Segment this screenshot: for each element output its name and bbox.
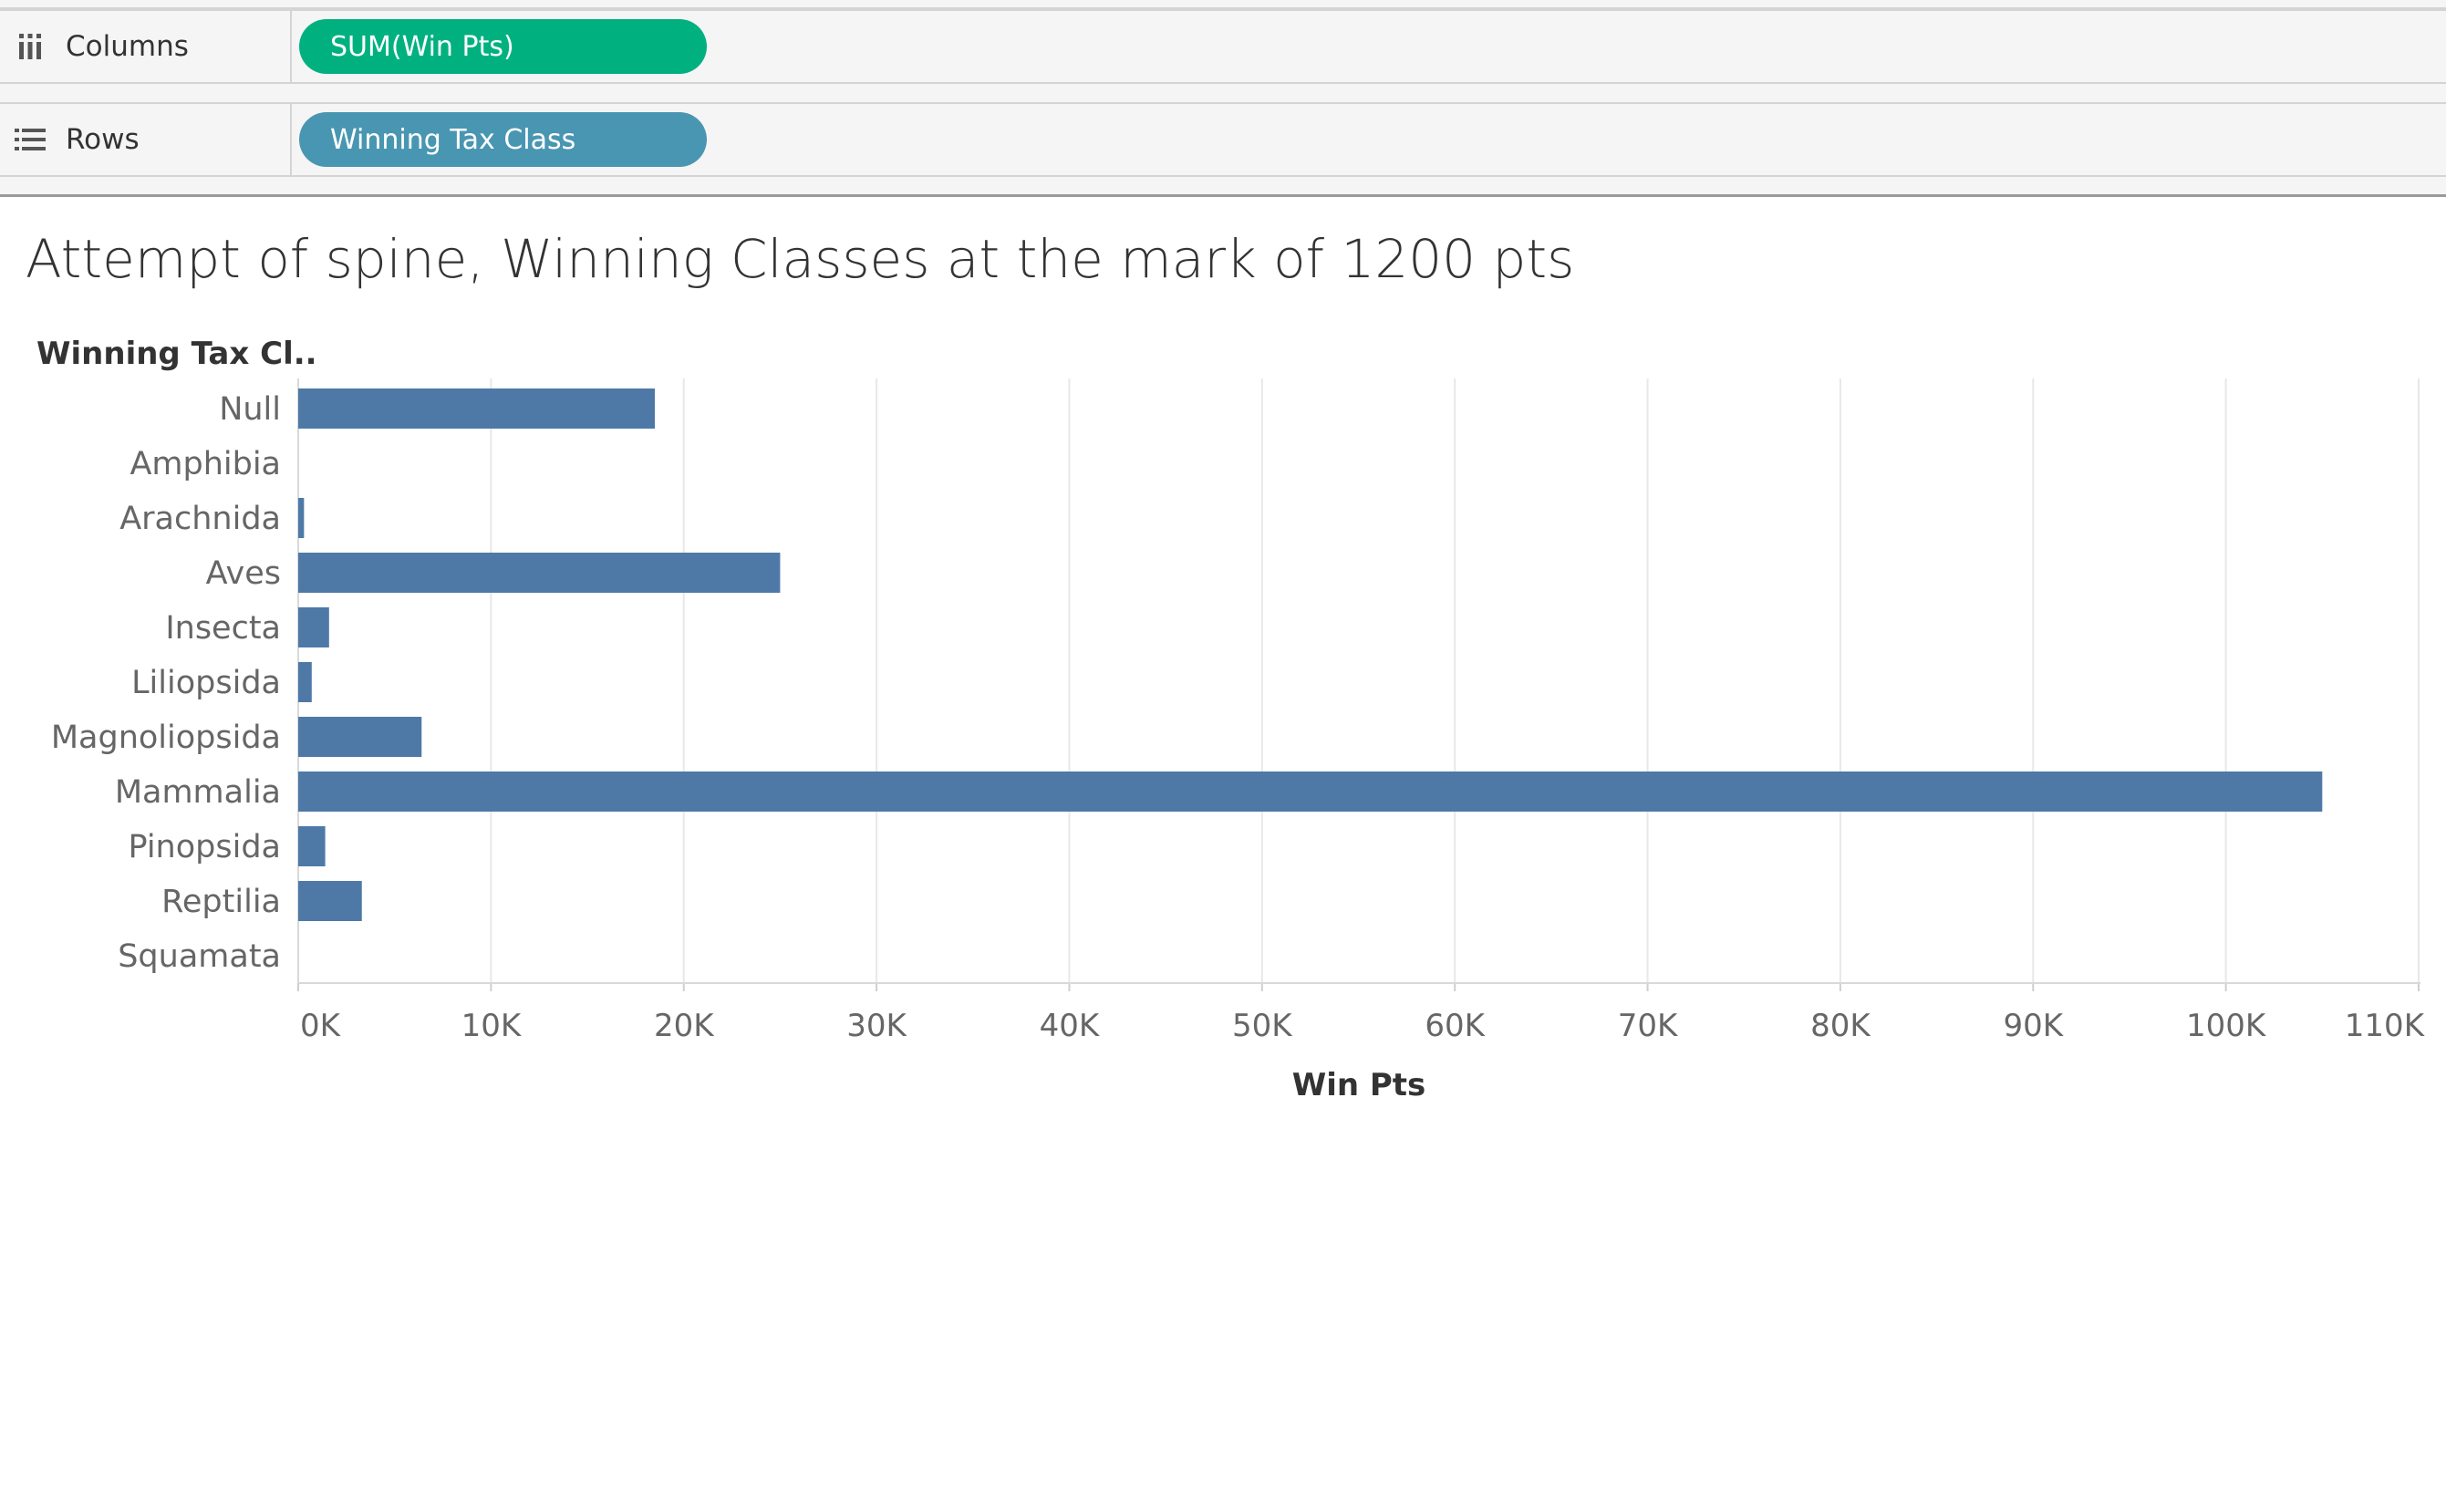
bar[interactable]	[298, 772, 2323, 812]
bar[interactable]	[298, 717, 422, 757]
rows-shelf-label: Rows	[66, 123, 140, 156]
category-label: Null	[219, 391, 281, 428]
sum-win-pts-pill[interactable]: SUM(Win Pts)	[299, 19, 707, 74]
columns-shelf-label: Columns	[66, 30, 189, 63]
category-label: Pinopsida	[129, 829, 282, 865]
columns-icon	[14, 31, 47, 62]
x-tick-label: 40K	[1040, 1008, 1101, 1044]
rows-shelf[interactable]: Rows Winning Tax Class	[0, 102, 2446, 177]
rows-icon	[14, 124, 47, 155]
shelf-gap	[0, 84, 2446, 102]
shelf-bottom	[0, 177, 2446, 197]
x-tick-label: 90K	[2003, 1008, 2064, 1044]
x-axis-title[interactable]: Win Pts	[1291, 1067, 1426, 1103]
bar[interactable]	[298, 826, 326, 866]
bar[interactable]	[298, 881, 362, 921]
category-label: Magnoliopsida	[51, 720, 281, 756]
category-label: Reptilia	[161, 884, 281, 920]
x-tick-label: 50K	[1232, 1008, 1293, 1044]
x-tick-label: 0K	[300, 1008, 342, 1044]
row-field-header[interactable]: Winning Tax Cl..	[36, 336, 317, 372]
category-label: Liliopsida	[131, 665, 281, 701]
x-tick-label: 100K	[2186, 1008, 2267, 1044]
x-tick-label: 30K	[846, 1008, 907, 1044]
category-label: Mammalia	[115, 774, 281, 811]
category-label: Squamata	[118, 938, 281, 975]
category-label: Insecta	[165, 610, 281, 647]
x-tick-label: 20K	[654, 1008, 715, 1044]
x-tick-label: 70K	[1618, 1008, 1679, 1044]
winning-tax-class-pill[interactable]: Winning Tax Class	[299, 112, 707, 167]
category-label: Aves	[206, 555, 281, 592]
category-label: Arachnida	[119, 501, 281, 537]
chart-title: Attempt of spine, Winning Classes at the…	[26, 228, 1575, 290]
top-strip	[0, 0, 2446, 9]
x-tick-label: 110K	[2345, 1008, 2426, 1044]
bar[interactable]	[298, 662, 312, 702]
category-label: Amphibia	[130, 446, 281, 482]
bar[interactable]	[298, 498, 305, 538]
bar[interactable]	[298, 553, 781, 593]
columns-shelf-label-cell: Columns	[0, 11, 292, 82]
x-tick-label: 60K	[1425, 1008, 1486, 1044]
rows-shelf-label-cell: Rows	[0, 104, 292, 175]
columns-shelf[interactable]: Columns SUM(Win Pts)	[0, 9, 2446, 84]
bar[interactable]	[298, 388, 656, 429]
x-tick-label: 80K	[1810, 1008, 1871, 1044]
x-tick-label: 10K	[461, 1008, 523, 1044]
bar[interactable]	[298, 607, 329, 647]
